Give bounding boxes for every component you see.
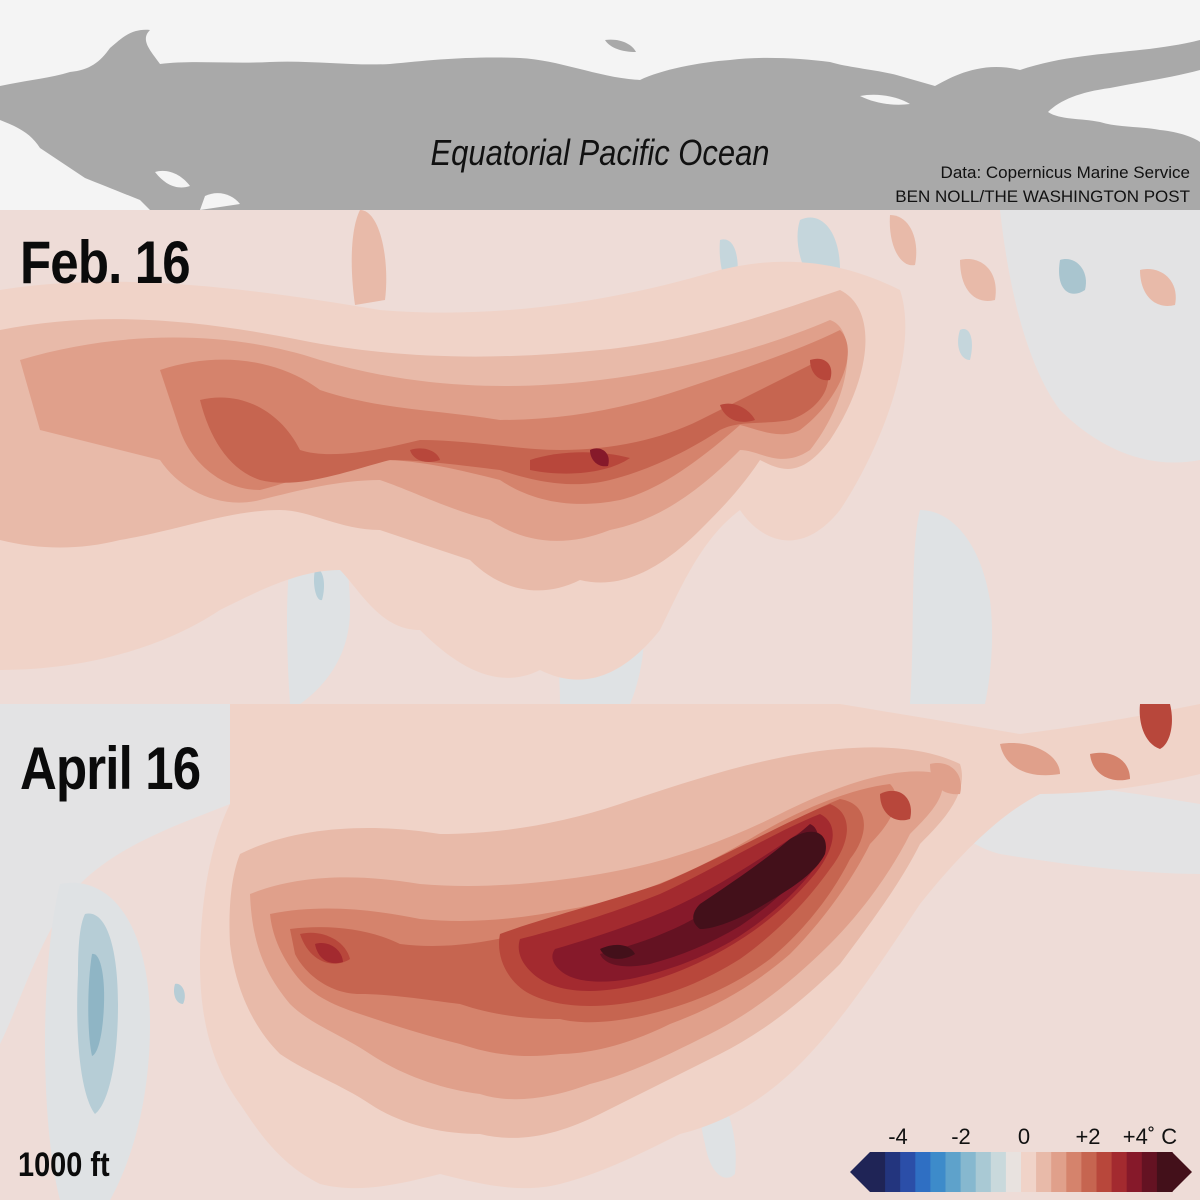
legend-swatch	[990, 1152, 1007, 1192]
warm-streak	[1000, 743, 1060, 776]
cool-patch	[313, 569, 325, 601]
island-north	[605, 39, 636, 52]
warm-contour-10	[600, 944, 635, 959]
anomaly-cross-section-april	[0, 704, 1200, 1200]
legend-swatch	[885, 1152, 901, 1192]
legend-tick-label: +4˚ C	[1122, 1124, 1178, 1149]
cool-patch	[0, 704, 300, 1044]
warm-contour-5	[200, 360, 829, 485]
map-header: Equatorial Pacific Ocean Data: Copernicu…	[0, 0, 1200, 210]
warm-contour-6	[1139, 704, 1172, 749]
legend-swatch	[1051, 1152, 1067, 1192]
legend-swatch	[1141, 1152, 1158, 1192]
date-label-feb: Feb. 16	[20, 229, 191, 296]
data-source-credit: Data: Copernicus Marine Service	[940, 163, 1190, 182]
asia-landmass	[0, 0, 1200, 86]
legend-arrow-high	[1172, 1152, 1192, 1192]
depth-label: 1000 ft	[18, 1146, 110, 1184]
legend-swatch	[945, 1152, 962, 1192]
cool-patch	[1000, 210, 1200, 463]
legend-swatch	[1156, 1152, 1173, 1192]
legend-swatch	[960, 1152, 977, 1192]
warm-contour-7	[590, 448, 609, 467]
warm-contour-6	[410, 448, 440, 462]
legend-swatch	[900, 1152, 916, 1192]
islands-west	[155, 170, 190, 188]
warm-streak	[1140, 269, 1176, 306]
warm-contour-7	[315, 943, 343, 964]
byline-credit: BEN NOLL/THE WASHINGTON POST	[895, 187, 1190, 206]
legend-swatch	[1066, 1152, 1082, 1192]
land-map	[0, 0, 1200, 210]
legend-swatch	[915, 1152, 931, 1192]
warm-streak	[960, 259, 996, 301]
legend-swatch	[1096, 1152, 1113, 1192]
warm-streak	[351, 210, 387, 305]
warm-contour-8	[552, 829, 821, 982]
legend-swatch	[1021, 1152, 1037, 1192]
coastline-southwest	[0, 120, 150, 210]
legend-tick-label: 0	[1017, 1124, 1031, 1149]
cool-patch	[910, 510, 993, 704]
legend-swatch	[930, 1152, 947, 1192]
legend-arrow-low	[850, 1152, 870, 1192]
color-legend: -4 -2 0 +2 +4˚ C	[850, 1124, 1192, 1196]
legend-swatch	[975, 1152, 992, 1192]
legend-swatch	[1111, 1152, 1128, 1192]
north-america-landmass	[1048, 70, 1200, 142]
cool-patch	[1059, 259, 1086, 294]
panel-april-16: April 16	[0, 704, 1200, 1200]
region-label: Equatorial Pacific Ocean	[430, 132, 770, 173]
legend-swatch	[1005, 1152, 1022, 1192]
cool-patch	[88, 953, 105, 1056]
cool-patch	[958, 329, 972, 360]
warm-contour-6	[810, 358, 832, 381]
panel-feb-16: Feb. 16	[0, 210, 1200, 704]
warm-contour-10	[693, 831, 826, 929]
warm-contour-6	[720, 403, 755, 422]
legend-swatch	[1081, 1152, 1098, 1192]
legend-swatch	[870, 1152, 886, 1192]
cool-patch	[173, 983, 185, 1004]
warm-streak	[1090, 752, 1130, 781]
islands-southwest	[200, 193, 240, 210]
warm-streak	[889, 215, 917, 266]
legend-swatch	[1036, 1152, 1052, 1192]
date-label-april: April 16	[20, 735, 201, 802]
warm-streak	[930, 763, 961, 795]
legend-color-bar	[850, 1152, 1192, 1192]
legend-swatch	[1126, 1152, 1143, 1192]
anomaly-cross-section-feb	[0, 210, 1200, 704]
aleutian-islands	[860, 94, 910, 105]
legend-tick-label: -2	[951, 1124, 971, 1149]
warm-contour-6	[880, 790, 911, 821]
legend-tick-label: -4	[888, 1124, 908, 1149]
legend-tick-label: +2	[1075, 1124, 1101, 1149]
